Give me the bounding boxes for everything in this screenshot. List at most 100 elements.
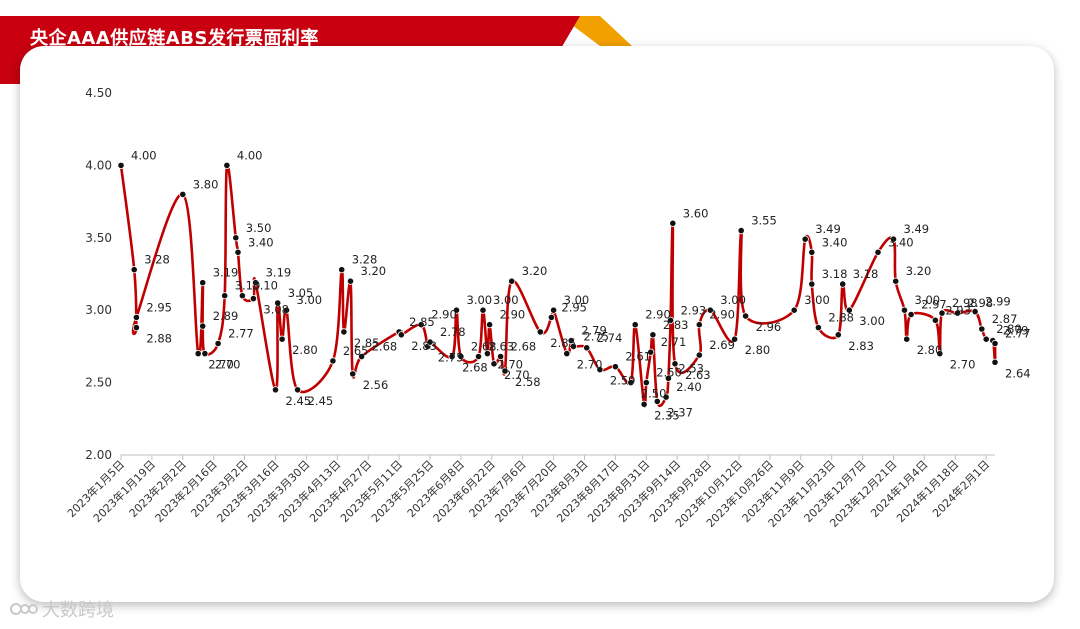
data-label: 3.20 <box>906 264 932 278</box>
data-label: 3.49 <box>904 222 930 236</box>
data-point <box>900 306 909 314</box>
data-point <box>706 306 714 314</box>
data-label: 2.70 <box>950 358 976 372</box>
data-label: 3.60 <box>683 206 709 220</box>
data-label: 4.00 <box>131 148 157 162</box>
data-label: 3.08 <box>263 303 289 317</box>
data-point <box>889 235 898 243</box>
data-label: 2.79 <box>1003 324 1029 338</box>
data-label: 2.83 <box>848 339 874 353</box>
watermark: 大数跨境 <box>10 596 114 622</box>
data-point <box>417 321 425 329</box>
data-point <box>834 331 842 339</box>
data-label: 2.68 <box>511 340 537 354</box>
data-point <box>971 307 979 316</box>
data-point <box>801 235 809 243</box>
data-point <box>452 306 461 314</box>
data-point <box>199 279 207 287</box>
data-point <box>501 367 509 375</box>
data-point <box>596 365 604 374</box>
data-point <box>547 313 556 321</box>
data-label: 2.45 <box>308 394 334 408</box>
data-point <box>978 325 986 333</box>
data-label: 3.00 <box>804 293 830 307</box>
y-tick-label: 4.50 <box>85 86 112 100</box>
data-point <box>536 328 544 336</box>
data-label: 2.90 <box>500 308 526 322</box>
data-label: 2.93 <box>945 303 971 317</box>
data-label: 3.50 <box>246 221 272 235</box>
data-label: 3.00 <box>720 293 746 307</box>
data-label: 2.40 <box>676 380 702 394</box>
data-label: 3.28 <box>352 253 378 267</box>
data-label: 3.20 <box>522 264 548 278</box>
data-label: 2.85 <box>409 315 435 329</box>
data-label: 3.40 <box>888 235 914 249</box>
data-label: 2.50 <box>656 366 682 380</box>
data-point <box>448 352 456 361</box>
data-point <box>845 306 853 314</box>
data-point <box>238 292 246 300</box>
data-label: 2.98 <box>968 296 994 310</box>
data-label: 2.59 <box>610 374 636 388</box>
data-point <box>201 349 209 358</box>
data-label: 2.37 <box>667 405 693 419</box>
data-point <box>790 306 798 314</box>
data-label: 4.00 <box>237 148 263 162</box>
data-point <box>474 352 483 361</box>
data-label: 2.77 <box>1005 327 1031 341</box>
data-point <box>282 306 291 314</box>
data-label: 2.70 <box>504 368 530 382</box>
data-point <box>490 360 498 368</box>
data-label: 2.90 <box>645 308 671 322</box>
x-axis: 2023年1月5日2023年1月19日2023年2月2日2023年2月16日20… <box>64 454 995 530</box>
data-label: 2.64 <box>1005 366 1031 380</box>
data-label: 2.80 <box>292 343 318 357</box>
data-point <box>271 386 280 394</box>
data-point <box>627 378 635 387</box>
data-point <box>808 248 816 256</box>
data-point <box>132 323 140 332</box>
data-label: 2.80 <box>996 322 1022 336</box>
data-point <box>483 349 491 358</box>
data-point <box>338 266 346 274</box>
data-point <box>931 316 940 324</box>
data-point <box>179 190 187 198</box>
data-point <box>741 312 750 320</box>
data-label: 3.80 <box>193 177 219 191</box>
data-point <box>249 294 257 303</box>
data-point <box>563 349 571 358</box>
data-label: 3.00 <box>297 293 323 307</box>
data-label: 3.49 <box>815 222 841 236</box>
data-point <box>649 331 657 339</box>
data-point <box>457 352 465 361</box>
data-point <box>194 349 202 358</box>
data-label: 3.19 <box>266 266 292 280</box>
data-point <box>223 161 231 169</box>
data-point <box>611 363 620 371</box>
data-label: 2.63 <box>489 340 515 354</box>
data-point <box>839 280 847 288</box>
data-label: 2.70 <box>215 358 241 372</box>
data-point <box>293 386 302 394</box>
data-label: 2.50 <box>641 387 667 401</box>
data-label: 3.05 <box>288 286 314 300</box>
data-label: 2.80 <box>745 343 771 357</box>
data-point <box>349 370 357 378</box>
data-point <box>892 277 900 285</box>
data-label: 2.83 <box>411 339 437 353</box>
data-label: 2.90 <box>709 308 735 322</box>
data-point <box>669 219 677 227</box>
data-markers <box>117 161 999 408</box>
data-label: 2.53 <box>678 361 704 375</box>
data-label: 2.87 <box>992 312 1018 326</box>
data-label: 2.89 <box>213 309 239 323</box>
data-point <box>631 321 639 329</box>
data-label: 2.85 <box>550 336 576 350</box>
data-label: 2.75 <box>438 350 464 364</box>
data-label: 3.55 <box>751 214 777 228</box>
data-point <box>329 357 337 365</box>
data-point <box>640 400 648 408</box>
data-label: 2.95 <box>146 300 172 314</box>
data-label: 2.45 <box>286 394 312 408</box>
